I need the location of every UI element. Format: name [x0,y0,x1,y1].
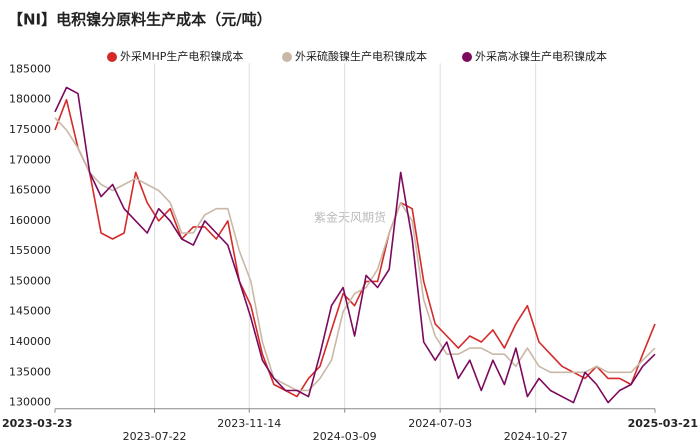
x-tick-label: 2023-11-14 [217,417,281,430]
y-tick-label: 140000 [9,335,51,348]
y-tick-label: 160000 [9,214,51,227]
y-tick-label: 150000 [9,274,51,287]
legend-label: 外采MHP生产电积镍成本 [120,49,243,63]
watermark: 紫金天风期货 [314,210,386,225]
chart-title: 【NI】电积镍分原料生产成本（元/吨） [8,11,272,29]
legend-marker [462,52,472,62]
x-tick-label: 2023-07-22 [123,430,187,443]
y-tick-label: 130000 [9,396,51,409]
legend-label: 外采硫酸镍生产电积镍成本 [295,49,427,63]
legend-marker [282,52,292,62]
x-tick-label: 2024-07-03 [408,417,472,430]
y-tick-label: 165000 [9,184,51,197]
legend-label: 外采高冰镍生产电积镍成本 [475,49,607,63]
series-line [54,117,656,392]
y-tick-label: 180000 [9,93,51,106]
x-tick-label: 2024-10-27 [504,430,568,443]
legend-marker [107,52,117,62]
y-tick-label: 185000 [9,62,51,75]
y-tick-label: 175000 [9,123,51,136]
y-tick-label: 155000 [9,244,51,257]
x-tick-label: 2025-03-21 [628,417,698,430]
x-tick-label: 2024-03-09 [313,430,377,443]
y-tick-label: 170000 [9,153,51,166]
y-tick-label: 135000 [9,365,51,378]
series-line [54,86,656,404]
x-tick-label: 2023-03-23 [2,417,72,430]
series-line [54,98,656,398]
y-tick-label: 145000 [9,305,51,318]
